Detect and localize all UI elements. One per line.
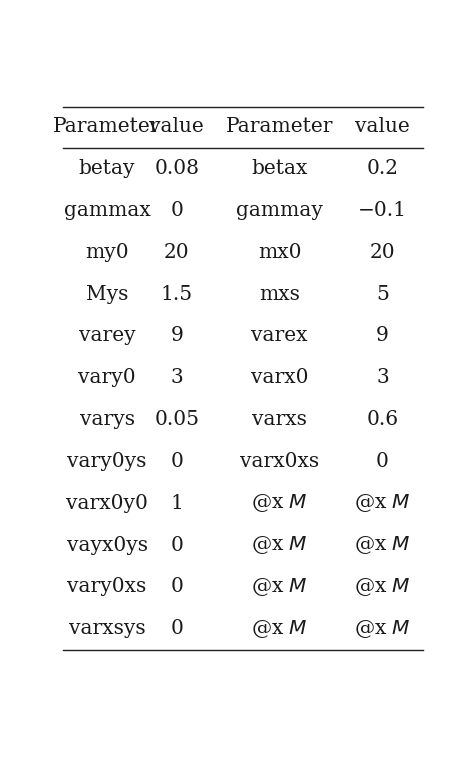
Text: 3: 3	[376, 369, 389, 388]
Text: 0: 0	[170, 536, 183, 555]
Text: betax: betax	[252, 159, 308, 178]
Text: varx0: varx0	[251, 369, 309, 388]
Text: @x $M$: @x $M$	[251, 492, 308, 515]
Text: betay: betay	[79, 159, 135, 178]
Text: vary0ys: vary0ys	[67, 452, 146, 471]
Text: value: value	[355, 117, 410, 136]
Text: Parameter: Parameter	[226, 117, 333, 136]
Text: −0.1: −0.1	[358, 201, 407, 220]
Text: varx0xs: varx0xs	[240, 452, 319, 471]
Text: mxs: mxs	[259, 284, 300, 303]
Text: varys: varys	[80, 410, 135, 429]
Text: my0: my0	[85, 242, 129, 261]
Text: 0: 0	[170, 452, 183, 471]
Text: varx0y0: varx0y0	[66, 494, 148, 513]
Text: @x $M$: @x $M$	[251, 534, 308, 556]
Text: @x $M$: @x $M$	[251, 618, 308, 640]
Text: 20: 20	[370, 242, 395, 261]
Text: 1: 1	[170, 494, 183, 513]
Text: vary0: vary0	[78, 369, 136, 388]
Text: 0.08: 0.08	[155, 159, 199, 178]
Text: 9: 9	[170, 326, 183, 345]
Text: @x $M$: @x $M$	[354, 492, 411, 515]
Text: 0.6: 0.6	[366, 410, 399, 429]
Text: @x $M$: @x $M$	[354, 618, 411, 640]
Text: @x $M$: @x $M$	[251, 576, 308, 598]
Text: Parameter: Parameter	[53, 117, 161, 136]
Text: vary0xs: vary0xs	[67, 578, 146, 597]
Text: varxsys: varxsys	[69, 619, 146, 638]
Text: gammay: gammay	[236, 201, 323, 220]
Text: 0: 0	[376, 452, 389, 471]
Text: 0: 0	[170, 619, 183, 638]
Text: varey: varey	[79, 326, 135, 345]
Text: @x $M$: @x $M$	[354, 534, 411, 556]
Text: gammax: gammax	[64, 201, 150, 220]
Text: vayx0ys: vayx0ys	[66, 536, 147, 555]
Text: 3: 3	[171, 369, 183, 388]
Text: 0.2: 0.2	[366, 159, 399, 178]
Text: varxs: varxs	[252, 410, 307, 429]
Text: 9: 9	[376, 326, 389, 345]
Text: Mys: Mys	[86, 284, 128, 303]
Text: 0.05: 0.05	[155, 410, 199, 429]
Text: 5: 5	[376, 284, 389, 303]
Text: mx0: mx0	[258, 242, 301, 261]
Text: @x $M$: @x $M$	[354, 576, 411, 598]
Text: 0: 0	[170, 578, 183, 597]
Text: value: value	[149, 117, 204, 136]
Text: 20: 20	[164, 242, 190, 261]
Text: 1.5: 1.5	[161, 284, 193, 303]
Text: 0: 0	[170, 201, 183, 220]
Text: varex: varex	[251, 326, 308, 345]
